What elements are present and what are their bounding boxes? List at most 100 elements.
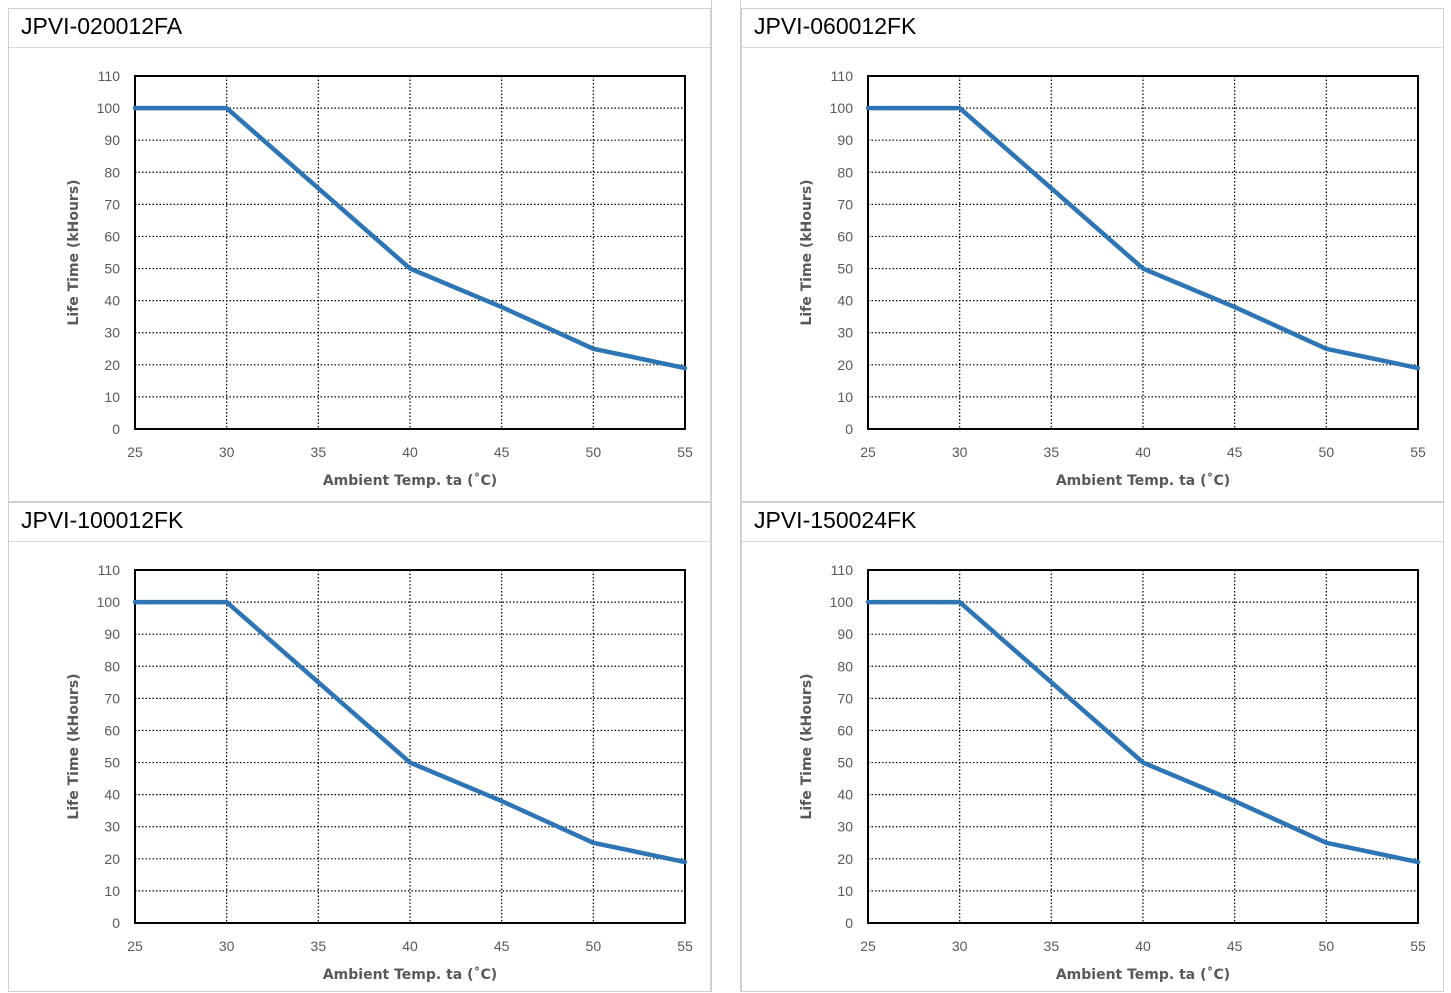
plot-border [867, 75, 1419, 430]
life-time-chart: 0 10 20 30 40 50 60 70 80 90 100 110 25 30 35 40 45 50 55 A… [799, 68, 1426, 489]
x-tick-label: 40 [1135, 444, 1151, 460]
x-tick-label: 55 [1410, 444, 1426, 460]
y-axis-title: Life Time (kHours) [66, 673, 82, 819]
title-separator [742, 541, 1443, 542]
plot-border [134, 75, 686, 430]
title-separator [742, 47, 1443, 48]
y-tick-label: 0 [845, 915, 853, 931]
y-tick-label: 100 [97, 100, 121, 116]
y-axis-title: Life Time (kHours) [66, 179, 82, 325]
y-tick-label: 50 [104, 261, 120, 277]
x-tick-label: 50 [586, 444, 602, 460]
chart-panel-4: JPVI-150024FK 0 10 20 30 40 50 60 70 80 90 100 110 2… [741, 502, 1444, 992]
y-tick-label: 100 [830, 594, 854, 610]
y-tick-label: 70 [104, 196, 120, 212]
y-tick-label: 70 [104, 690, 120, 706]
y-tick-label: 0 [112, 915, 120, 931]
panel-title: JPVI-020012FA [21, 13, 183, 39]
y-tick-label: 40 [104, 787, 120, 803]
x-tick-label: 30 [219, 938, 235, 954]
plot-border [134, 569, 686, 924]
y-tick-label: 30 [104, 325, 120, 341]
plot-border [867, 569, 1419, 924]
panel-title: JPVI-100012FK [21, 507, 184, 533]
title-separator [9, 541, 710, 542]
x-tick-label: 50 [586, 938, 602, 954]
x-axis-title: Ambient Temp. ta (˚C) [1056, 472, 1230, 489]
y-tick-label: 90 [837, 132, 853, 148]
x-tick-label: 25 [127, 938, 143, 954]
y-axis-title: Life Time (kHours) [799, 673, 815, 819]
x-tick-label: 50 [1319, 938, 1335, 954]
series-line [865, 599, 1421, 865]
x-axis-title: Ambient Temp. ta (˚C) [1056, 966, 1230, 983]
panel-title: JPVI-150024FK [754, 507, 917, 533]
x-tick-label: 35 [1044, 444, 1060, 460]
x-tick-label: 45 [494, 444, 510, 460]
y-tick-label: 100 [97, 594, 121, 610]
y-tick-label: 80 [837, 164, 853, 180]
y-tick-label: 80 [837, 658, 853, 674]
y-tick-label: 70 [837, 196, 853, 212]
x-tick-label: 40 [402, 938, 418, 954]
series-line [132, 105, 688, 371]
y-tick-label: 80 [104, 658, 120, 674]
series-line [132, 599, 688, 865]
y-tick-label: 30 [837, 325, 853, 341]
x-tick-label: 25 [860, 938, 876, 954]
y-tick-label: 40 [837, 787, 853, 803]
chart-panel-3: JPVI-100012FK 0 10 20 30 40 50 60 70 80 90 100 110 2… [8, 502, 711, 992]
x-axis-title: Ambient Temp. ta (˚C) [323, 472, 497, 489]
y-tick-label: 40 [104, 293, 120, 309]
x-tick-label: 35 [311, 444, 327, 460]
x-tick-label: 30 [952, 444, 968, 460]
x-tick-label: 30 [952, 938, 968, 954]
y-tick-label: 20 [837, 851, 853, 867]
x-tick-label: 45 [1227, 444, 1243, 460]
y-tick-label: 10 [104, 389, 120, 405]
y-tick-label: 60 [837, 722, 853, 738]
y-tick-label: 0 [845, 421, 853, 437]
x-tick-label: 40 [402, 444, 418, 460]
column-gutter [711, 0, 741, 992]
y-tick-label: 110 [98, 68, 121, 84]
y-tick-label: 90 [837, 626, 853, 642]
y-tick-label: 50 [837, 755, 853, 771]
y-tick-label: 110 [98, 562, 121, 578]
y-tick-label: 50 [837, 261, 853, 277]
y-tick-label: 110 [831, 562, 854, 578]
x-tick-label: 45 [494, 938, 510, 954]
y-tick-label: 10 [837, 389, 853, 405]
x-tick-label: 35 [311, 938, 327, 954]
y-axis-title: Life Time (kHours) [799, 179, 815, 325]
y-tick-label: 30 [104, 819, 120, 835]
chart-panel-1: JPVI-020012FA 0 10 20 30 40 50 60 70 80 90 100 110 2… [8, 8, 711, 502]
y-tick-label: 60 [104, 722, 120, 738]
y-tick-label: 0 [112, 421, 120, 437]
x-tick-label: 45 [1227, 938, 1243, 954]
y-tick-label: 10 [837, 883, 853, 899]
panel-title: JPVI-060012FK [754, 13, 917, 39]
y-tick-label: 110 [831, 68, 854, 84]
x-tick-label: 40 [1135, 938, 1151, 954]
life-time-chart: 0 10 20 30 40 50 60 70 80 90 100 110 25 30 35 40 45 50 55 A… [799, 562, 1426, 983]
y-tick-label: 60 [104, 228, 120, 244]
x-tick-label: 25 [860, 444, 876, 460]
series-line [865, 105, 1421, 371]
y-tick-label: 90 [104, 626, 120, 642]
y-tick-label: 40 [837, 293, 853, 309]
life-time-chart: 0 10 20 30 40 50 60 70 80 90 100 110 25 30 35 40 45 50 55 A… [66, 68, 693, 489]
y-tick-label: 10 [104, 883, 120, 899]
title-separator [9, 47, 710, 48]
x-axis-title: Ambient Temp. ta (˚C) [323, 966, 497, 983]
x-tick-label: 55 [1410, 938, 1426, 954]
y-tick-label: 70 [837, 690, 853, 706]
y-tick-label: 80 [104, 164, 120, 180]
y-tick-label: 30 [837, 819, 853, 835]
y-tick-label: 90 [104, 132, 120, 148]
life-time-chart: 0 10 20 30 40 50 60 70 80 90 100 110 25 30 35 40 45 50 55 A… [66, 562, 693, 983]
x-tick-label: 30 [219, 444, 235, 460]
y-tick-label: 20 [104, 851, 120, 867]
y-tick-label: 20 [104, 357, 120, 373]
